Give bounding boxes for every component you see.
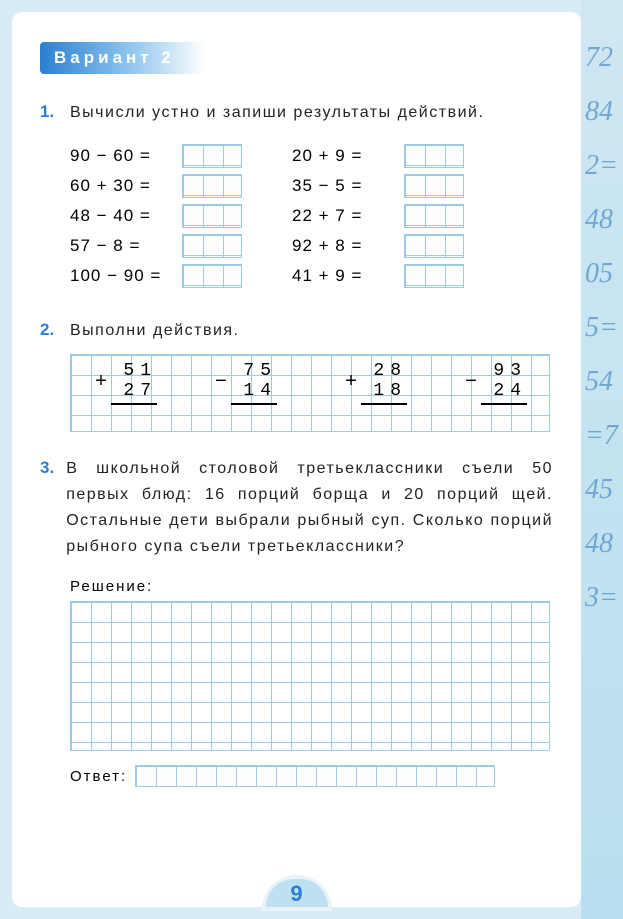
task-prompt: Выполни действия.: [70, 318, 239, 344]
vertical-calc: − 93 24: [481, 361, 527, 405]
calc-sign: −: [215, 371, 227, 394]
answer-box[interactable]: [404, 174, 464, 198]
margin-glyph: 45: [585, 474, 623, 506]
equation-line: 35 − 5 =: [292, 174, 464, 198]
right-margin-decoration: 72 84 2= 48 05 5= 54 =7 45 48 3=: [581, 0, 623, 919]
variant-badge: Вариант 2: [40, 42, 205, 74]
vertical-calc: + 51 27: [111, 361, 157, 405]
calc-bar: [361, 403, 407, 405]
task-2: 2. Выполни действия. + 51 27 − 75 14 + 2…: [40, 318, 553, 432]
solution-label: Решение:: [70, 578, 553, 595]
answer-label: Ответ:: [70, 768, 127, 785]
margin-glyph: 72: [585, 42, 623, 74]
answer-box[interactable]: [404, 234, 464, 258]
equation-line: 57 − 8 =: [70, 234, 242, 258]
equations-left-column: 90 − 60 = 60 + 30 = 48 − 40 = 57 − 8 = 1…: [70, 138, 242, 294]
task-prompt: Вычисли устно и запиши результаты действ…: [70, 100, 484, 126]
equation-line: 41 + 9 =: [292, 264, 464, 288]
calc-sign: −: [465, 371, 477, 394]
answer-box[interactable]: [404, 264, 464, 288]
calc-bottom: 18: [361, 381, 407, 401]
answer-box[interactable]: [182, 174, 242, 198]
calc-top: 51: [111, 361, 157, 381]
calc-bar: [481, 403, 527, 405]
calc-bottom: 14: [231, 381, 277, 401]
solution-grid[interactable]: [70, 601, 550, 751]
task-prompt: В школьной столовой третьеклассники съел…: [66, 456, 553, 560]
answer-line[interactable]: [135, 765, 495, 787]
task-number: 2.: [40, 320, 58, 340]
calc-bar: [111, 403, 157, 405]
equation-line: 60 + 30 =: [70, 174, 242, 198]
margin-glyph: 48: [585, 528, 623, 560]
margin-glyph: =7: [585, 420, 623, 452]
page-number: 9: [262, 875, 332, 911]
task-1: 1. Вычисли устно и запиши результаты дей…: [40, 100, 553, 294]
margin-glyph: 54: [585, 366, 623, 398]
calc-top: 93: [481, 361, 527, 381]
answer-box[interactable]: [404, 204, 464, 228]
equation-line: 22 + 7 =: [292, 204, 464, 228]
margin-glyph: 2=: [585, 150, 623, 182]
answer-box[interactable]: [182, 234, 242, 258]
calc-bottom: 27: [111, 381, 157, 401]
margin-glyph: 05: [585, 258, 623, 290]
task-3: 3. В школьной столовой третьеклассники с…: [40, 456, 553, 787]
calc-sign: +: [345, 371, 357, 394]
equation-line: 20 + 9 =: [292, 144, 464, 168]
workbook-page: Вариант 2 1. Вычисли устно и запиши резу…: [12, 12, 581, 907]
calc-bar: [231, 403, 277, 405]
calc-sign: +: [95, 371, 107, 394]
equation-line: 90 − 60 =: [70, 144, 242, 168]
task-number: 1.: [40, 102, 58, 122]
margin-glyph: 48: [585, 204, 623, 236]
calc-top: 75: [231, 361, 277, 381]
calc-top: 28: [361, 361, 407, 381]
answer-box[interactable]: [182, 204, 242, 228]
answer-box[interactable]: [404, 144, 464, 168]
equation-line: 48 − 40 =: [70, 204, 242, 228]
vertical-calc-grid[interactable]: + 51 27 − 75 14 + 28 18 − 93 24: [70, 354, 550, 432]
equation-line: 100 − 90 =: [70, 264, 242, 288]
margin-glyph: 84: [585, 96, 623, 128]
margin-glyph: 5=: [585, 312, 623, 344]
equations-right-column: 20 + 9 = 35 − 5 = 22 + 7 = 92 + 8 = 41 +…: [292, 138, 464, 294]
vertical-calc: − 75 14: [231, 361, 277, 405]
answer-box[interactable]: [182, 144, 242, 168]
vertical-calc: + 28 18: [361, 361, 407, 405]
answer-box[interactable]: [182, 264, 242, 288]
task-number: 3.: [40, 458, 54, 478]
calc-bottom: 24: [481, 381, 527, 401]
margin-glyph: 3=: [585, 582, 623, 614]
equation-line: 92 + 8 =: [292, 234, 464, 258]
